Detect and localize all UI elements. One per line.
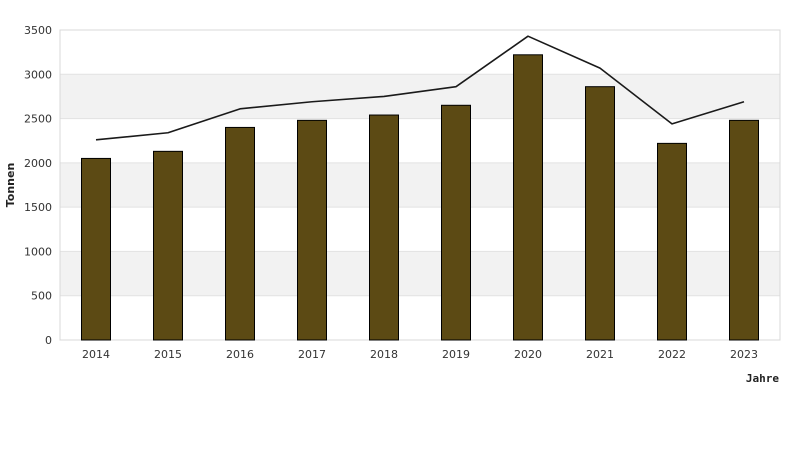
y-tick-label: 1500 — [24, 201, 52, 214]
bar-series — [81, 54, 759, 341]
x-tick-label: 2016 — [226, 348, 254, 361]
x-axis-title: Jahre — [746, 372, 779, 385]
x-tick-label: 2017 — [298, 348, 326, 361]
x-tick-label: 2022 — [658, 348, 686, 361]
y-tick-label: 3500 — [24, 24, 52, 37]
x-tick-label: 2014 — [82, 348, 110, 361]
bar — [585, 86, 615, 341]
y-tick-label: 2000 — [24, 157, 52, 170]
x-tick-label: 2020 — [514, 348, 542, 361]
bar — [225, 126, 255, 341]
x-tick-label: 2019 — [442, 348, 470, 361]
bar — [657, 142, 687, 341]
y-tick-label: 0 — [45, 334, 52, 347]
x-tick-label: 2023 — [730, 348, 758, 361]
grid-band — [60, 74, 780, 119]
x-tick-label: 2015 — [154, 348, 182, 361]
y-tick-label: 500 — [31, 290, 52, 303]
y-axis-title: Tonnen — [4, 163, 17, 208]
bar — [513, 54, 543, 341]
line-series — [95, 35, 745, 141]
y-tick-label: 1000 — [24, 245, 52, 258]
x-tick-label: 2021 — [586, 348, 614, 361]
bar — [297, 119, 327, 341]
bar — [729, 119, 759, 341]
bar — [369, 114, 399, 341]
x-axis-ticks: 2014 2015 2016 2017 2018 2019 2020 2021 2022 2023 — [82, 348, 758, 361]
bar — [441, 104, 471, 341]
series-line — [95, 35, 745, 141]
x-tick-label: 2018 — [370, 348, 398, 361]
y-tick-label: 3000 — [24, 68, 52, 81]
plot-frame — [59, 29, 781, 341]
y-tick-label: 2500 — [24, 113, 52, 126]
bar — [153, 150, 183, 341]
bar — [81, 157, 111, 341]
y-axis-ticks: 0 500 1000 1500 2000 2500 3000 3500 — [24, 24, 52, 347]
